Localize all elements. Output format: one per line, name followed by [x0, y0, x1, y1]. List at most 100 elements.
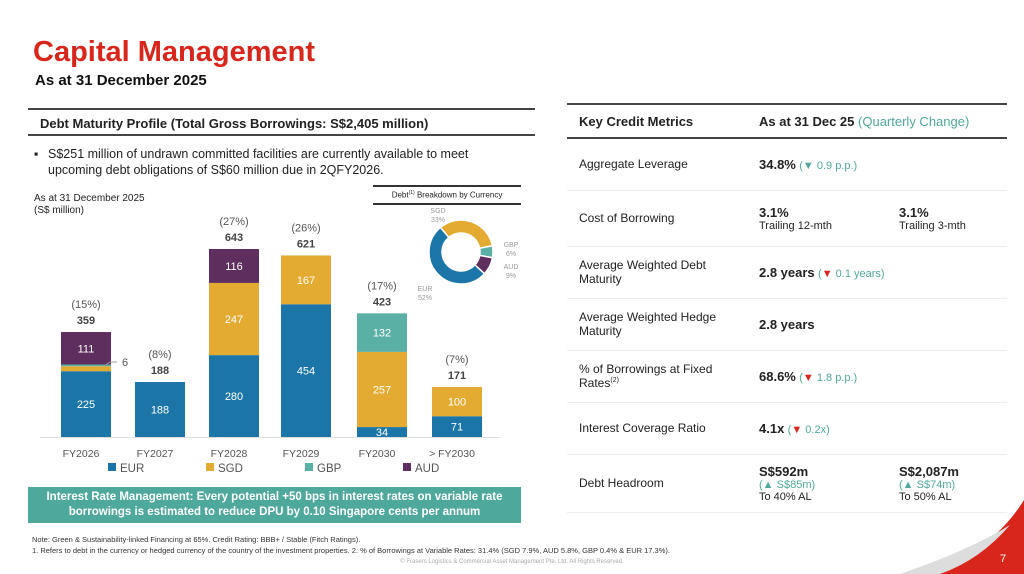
bar-segment-eur [209, 355, 259, 437]
metric-row: Aggregate Leverage 34.8% (▼ 0.9 p.p.) [567, 138, 1007, 191]
x-tick-label: FY2027 [137, 448, 174, 460]
bar-share-label: (15%) [71, 299, 100, 311]
bar-total-label: 359 [77, 315, 95, 327]
metric-change: (▲ S$85m) [759, 478, 816, 491]
bar-value-label: 247 [225, 314, 243, 326]
legend-label: GBP [317, 463, 342, 475]
metric-label: Aggregate Leverage [579, 157, 688, 172]
x-tick-label: FY2029 [283, 448, 320, 460]
x-tick-label: FY2028 [211, 448, 248, 460]
bar-segment-sgd [209, 282, 259, 356]
metric-row: Cost of Borrowing 3.1% Trailing 12-mth 3.1%… [567, 190, 1007, 247]
footnote: 1. Refers to debt in the currency or hed… [32, 546, 670, 555]
metric-change: (▼ 0.1 years) [818, 267, 885, 280]
legend-swatch-sgd [206, 463, 214, 471]
metric-label: % of Borrowings at Fixed Rates [579, 362, 713, 390]
change-value: S$85m [776, 478, 812, 491]
bar-segment-aud [61, 332, 111, 365]
debt-maturity-heading: Debt Maturity Profile (Total Gross Borro… [28, 108, 535, 136]
chart-date: As at 31 December 2025 [34, 193, 145, 204]
donut-slice-sgd [439, 219, 494, 250]
metric-row: Average Weighted Hedge Maturity 2.8 years [567, 298, 1007, 351]
bar-segment-sgd [281, 255, 331, 305]
metric-change: (▼ 0.2x) [787, 423, 830, 436]
table-header: Key Credit Metrics As at 31 Dec 25 (Quart… [567, 103, 1007, 139]
bar-value-label: 34 [376, 427, 388, 439]
metric-change: (▲ S$74m) [899, 478, 956, 491]
bar-segment-eur [432, 416, 482, 437]
bar-segment-sgd [432, 387, 482, 417]
metric-change: (▼ 0.9 p.p.) [799, 159, 858, 172]
bar-total-label: 643 [225, 232, 243, 244]
metric-label: Average Weighted Hedge Maturity [579, 310, 716, 338]
x-tick-label: > FY2030 [429, 448, 475, 460]
undrawn-facilities-bullet: S$251 million of undrawn committed facil… [34, 146, 524, 178]
legend-swatch-aud [403, 463, 411, 471]
bar-value-label: 257 [373, 384, 391, 396]
col-metric: Key Credit Metrics [567, 103, 747, 139]
metric-sub: To 40% AL [759, 490, 812, 503]
copyright: © Frasers Logistics & Commercial Asset M… [400, 559, 624, 565]
metric-sub: Trailing 3-mth [899, 219, 966, 232]
col-value: As at 31 Dec 25 (Quarterly Change) [747, 103, 1007, 139]
donut-label: GBP [504, 242, 519, 249]
change-value: 1.8 p.p. [816, 371, 854, 384]
change-value: 0.9 p.p. [816, 159, 854, 172]
bar-total-label: 188 [151, 365, 169, 377]
chart-unit: (S$ million) [34, 205, 85, 216]
bar-value-label: 71 [451, 422, 463, 434]
donut-label: SGD [430, 208, 445, 215]
footnote-ref: (2) [610, 377, 619, 384]
currency-donut-chart: SGD 33% GBP 6% AUD 9% EUR 52% [418, 208, 519, 302]
legend-label: AUD [415, 463, 439, 475]
metric-label: Interest Coverage Ratio [579, 421, 706, 435]
note: Note: Green & Sustainability-linked Fina… [32, 535, 361, 544]
legend-swatch-eur [108, 463, 116, 471]
donut-percent: 9% [506, 273, 516, 280]
bar-share-label: (7%) [445, 354, 468, 366]
metric-label: Debt Headroom [579, 476, 664, 490]
donut-slice-eur [428, 226, 486, 285]
bar-share-label: (17%) [367, 280, 396, 292]
legend-label: EUR [120, 463, 144, 475]
x-tick-label: FY2030 [359, 448, 396, 460]
donut-label: EUR [418, 286, 433, 293]
bar-value-label: 111 [78, 343, 95, 355]
bar-value-label: 454 [297, 366, 315, 378]
page-title: Capital Management [33, 36, 315, 68]
donut-label: AUD [504, 264, 519, 271]
chart-note: As at 31 December 2025 (S$ million) [34, 193, 145, 217]
bar-share-label: (26%) [291, 222, 320, 234]
change-value: 0.1 years [835, 267, 881, 280]
metric-label: Average Weighted Debt Maturity [579, 258, 706, 286]
bar-segment-gbp [357, 313, 407, 352]
bar-segment-sgd [61, 366, 111, 372]
interest-rate-management-banner: Interest Rate Management: Every potentia… [28, 487, 521, 523]
bar-segment-aud [209, 249, 259, 283]
bar-total-label: 621 [297, 238, 315, 250]
metric-value: 34.8% [759, 156, 796, 172]
metric-sub: To 50% AL [899, 490, 952, 503]
donut-percent: 33% [431, 217, 445, 224]
key-credit-metrics-table: Key Credit Metrics As at 31 Dec 25 (Quart… [567, 103, 1007, 513]
bar-total-label: 171 [448, 370, 466, 382]
bar-value-label: 116 [225, 261, 243, 273]
bar-value-label: 6 [122, 357, 128, 369]
bar-share-label: (27%) [219, 216, 248, 228]
metric-change: (▼ 1.8 p.p.) [799, 371, 858, 384]
x-tick-label: FY2026 [63, 448, 100, 460]
donut-percent: 52% [418, 295, 432, 302]
donut-percent: 6% [506, 251, 516, 258]
bar-total-label: 423 [373, 296, 391, 308]
col-date: As at 31 Dec 25 [759, 113, 855, 129]
donut-title: Debt(1) Breakdown by Currency [373, 185, 521, 205]
bar-value-label: 100 [448, 397, 466, 409]
bar-value-label: 225 [77, 399, 95, 411]
bar-value-label: 132 [373, 328, 391, 340]
change-value: 0.2x [805, 423, 827, 436]
metric-value: 68.6% [759, 368, 796, 384]
leader-line [103, 361, 117, 367]
metric-value: 3.1% [899, 204, 929, 220]
corner-swoosh [900, 500, 1024, 574]
change-value: S$74m [916, 478, 952, 491]
